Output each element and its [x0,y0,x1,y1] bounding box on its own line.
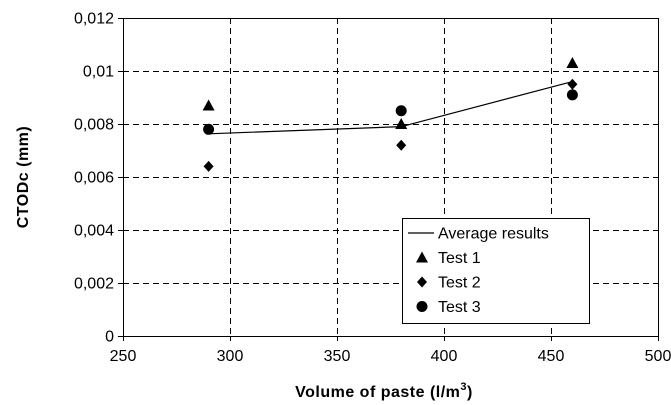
diamond-point [396,139,407,151]
average-results-line [208,81,573,135]
legend-label: Test 2 [438,275,481,292]
x-tick-label: 400 [431,348,458,365]
x-tick-label: 350 [324,348,351,365]
x-tick-label: 250 [110,348,137,365]
x-axis-title-sup: 3 [460,381,467,393]
legend-diamond-swatch [417,276,427,288]
y-tick-label: 0 [105,329,114,346]
y-axis-title: CTODc (mm) [15,126,32,229]
x-axis-title-end: ) [467,384,473,401]
series-layer [202,57,579,172]
plot-border [123,18,659,337]
y-tick-label: 0,004 [74,223,114,240]
series-test-1 [202,57,579,129]
circle-point [395,105,407,117]
x-tick-label: 450 [538,348,565,365]
y-tick-label: 0,006 [74,170,114,187]
series-test-2 [203,78,578,172]
legend-item: Test 2 [417,275,481,292]
triangle-point [566,57,579,69]
series-average-results [208,81,573,135]
legend-circle-swatch [416,301,428,312]
x-tick-label: 500 [645,348,671,365]
x-axis-title-main: Volume of paste (l/m [295,384,460,401]
legend-label: Average results [438,226,549,243]
legend-label: Test 3 [438,299,481,316]
x-axis-ticks: 250 300 350 400 450 500 [110,336,671,365]
y-tick-label: 0,01 [83,64,114,81]
series-test-3 [203,89,578,135]
legend-item: Test 1 [416,250,481,267]
y-tick-label: 0,002 [74,276,114,293]
plot-area [123,18,659,337]
diamond-point [567,78,578,90]
circle-point [566,89,578,101]
legend-box [402,218,590,324]
x-tick-label: 300 [217,348,244,365]
y-axis-ticks: 0 0,002 0,004 0,006 0,008 0,01 0,012 [74,11,123,346]
y-tick-label: 0,012 [74,11,114,28]
triangle-point [395,118,408,129]
diamond-point [203,160,214,172]
y-tick-label: 0,008 [74,117,114,134]
legend-item: Test 3 [416,299,481,316]
legend: Average results Test 1 Test 2 Test 3 [402,218,590,324]
legend-item: Average results [408,226,549,243]
triangle-point [202,99,215,111]
circle-point [203,123,215,135]
legend-triangle-swatch [416,251,428,263]
x-axis-title: Volume of paste (l/m3) [295,381,473,401]
legend-label: Test 1 [438,250,481,267]
